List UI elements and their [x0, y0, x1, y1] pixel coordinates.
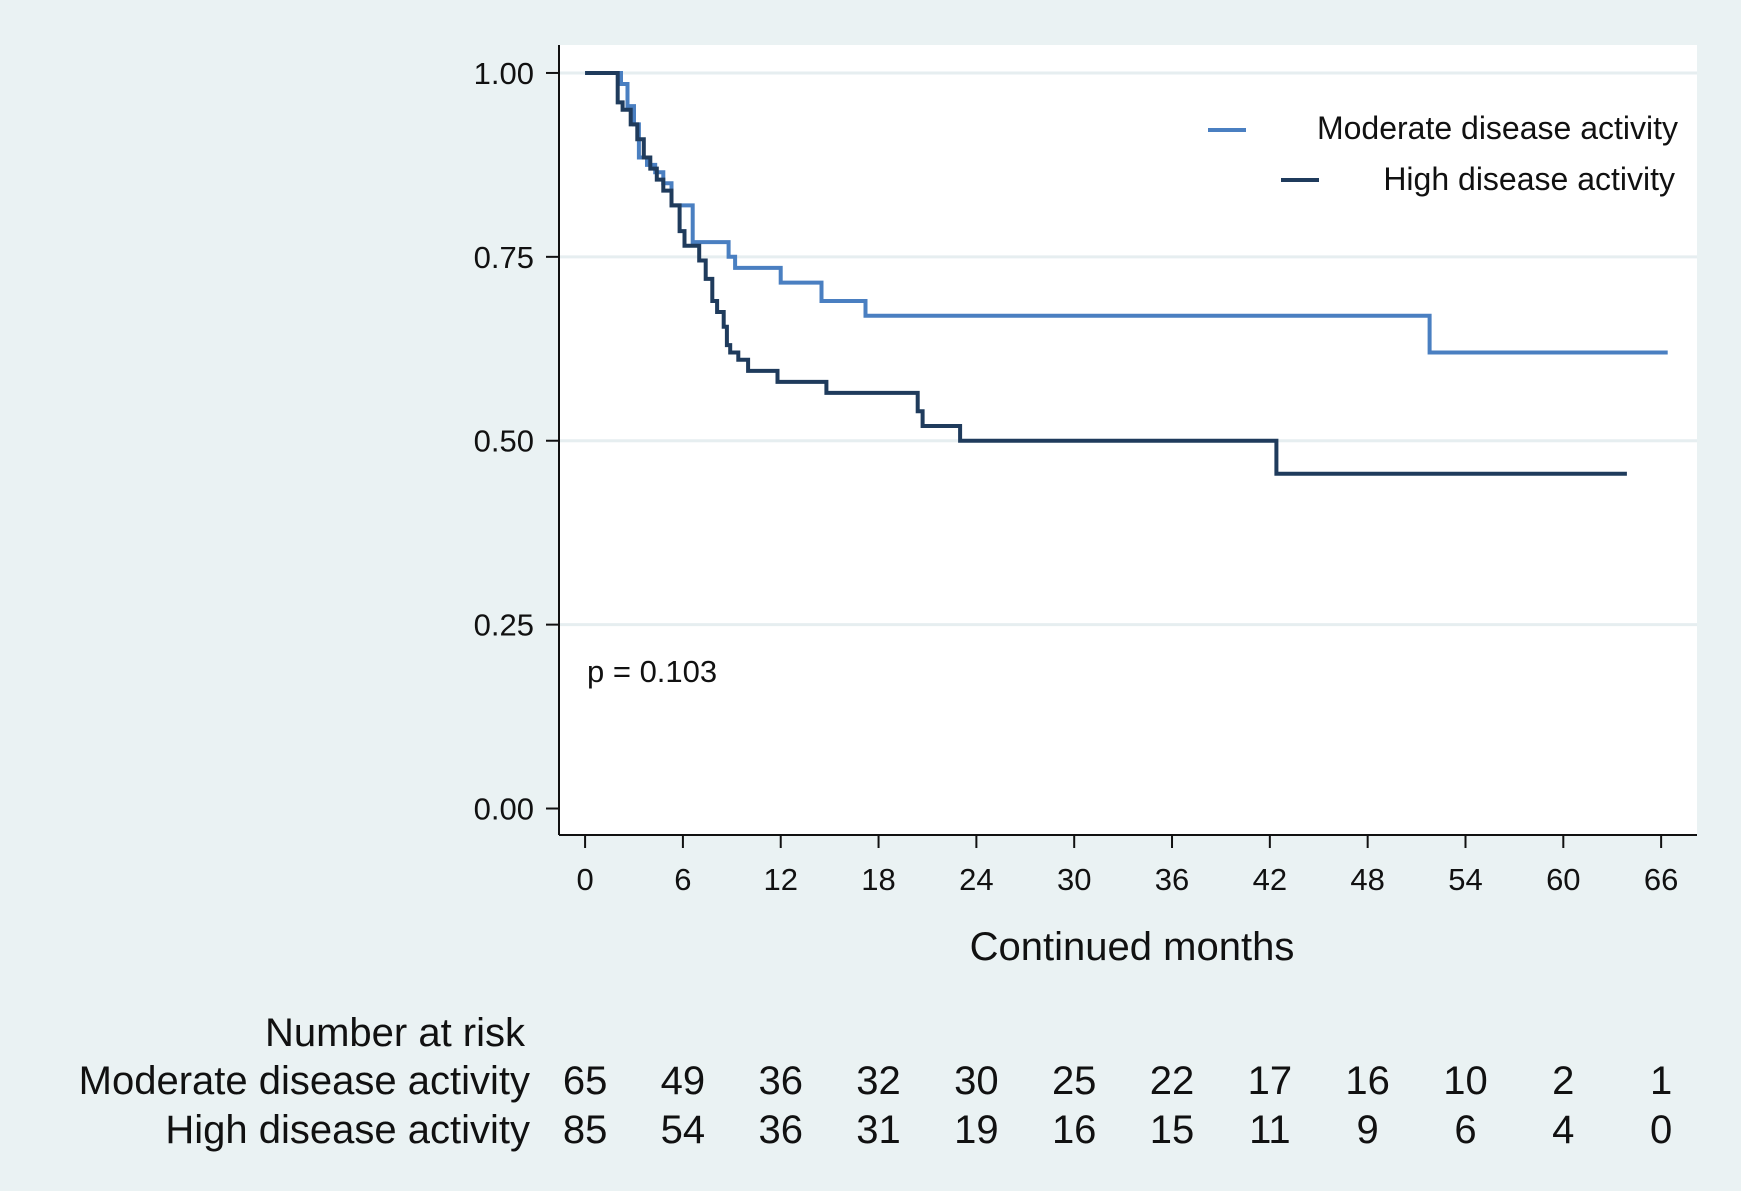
risk-table: Number at risk Moderate disease activity…	[79, 1011, 1673, 1152]
risk-row-label-high: High disease activity	[165, 1108, 530, 1152]
risk-table-title: Number at risk	[265, 1011, 526, 1055]
y-tick-label: 0.25	[474, 608, 534, 643]
x-tick-label: 6	[674, 862, 691, 897]
legend-label-moderate: Moderate disease activity	[1317, 110, 1678, 146]
risk-cell: 19	[954, 1108, 999, 1152]
risk-cell: 0	[1650, 1108, 1672, 1152]
risk-cell: 4	[1552, 1108, 1574, 1152]
y-ticks: 0.00 0.25 0.50 0.75 1.00	[474, 56, 559, 827]
risk-cell: 2	[1552, 1059, 1574, 1103]
x-tick-label: 48	[1350, 862, 1384, 897]
risk-cell: 32	[856, 1059, 901, 1103]
legend: Moderate disease activity High disease a…	[1208, 110, 1678, 197]
curve-high-disease-activity	[585, 71, 1627, 476]
risk-cell: 30	[954, 1059, 999, 1103]
x-tick-label: 42	[1253, 862, 1287, 897]
risk-row-label-moderate: Moderate disease activity	[79, 1059, 530, 1103]
y-tick-label: 0.50	[474, 424, 534, 459]
x-tick-label: 0	[576, 862, 593, 897]
y-tick-label: 0.75	[474, 240, 534, 275]
x-tick-label: 54	[1448, 862, 1482, 897]
risk-cell: 17	[1248, 1059, 1293, 1103]
x-tick-label: 24	[959, 862, 993, 897]
risk-cell: 16	[1345, 1059, 1390, 1103]
risk-cell: 31	[856, 1108, 901, 1152]
risk-cell: 22	[1150, 1059, 1195, 1103]
risk-cell: 49	[661, 1059, 706, 1103]
risk-cell: 10	[1443, 1059, 1488, 1103]
x-tick-label: 36	[1155, 862, 1189, 897]
risk-cell: 85	[563, 1108, 608, 1152]
risk-cell: 36	[758, 1108, 803, 1152]
risk-cells: 65 49 36 32 30 25 22 17 16 10 2 1 85 54 36 31 19 16 15 11 9 6…	[563, 1059, 1672, 1152]
risk-cell: 9	[1357, 1108, 1379, 1152]
x-tick-label: 18	[861, 862, 895, 897]
x-tick-label: 60	[1546, 862, 1580, 897]
x-ticks: 0 6 12 18 24 30 36 42 48 54 60 66	[576, 835, 1678, 897]
x-tick-label: 12	[763, 862, 797, 897]
p-value-annotation: p = 0.103	[587, 654, 717, 689]
risk-cell: 25	[1052, 1059, 1097, 1103]
gridlines	[559, 71, 1697, 627]
risk-cell: 16	[1052, 1108, 1097, 1152]
risk-cell: 36	[758, 1059, 803, 1103]
risk-cell: 15	[1150, 1108, 1195, 1152]
risk-cell: 6	[1454, 1108, 1476, 1152]
risk-cell: 54	[661, 1108, 706, 1152]
y-tick-label: 1.00	[474, 56, 534, 91]
survival-curves	[585, 71, 1668, 476]
x-axis-label: Continued months	[970, 925, 1295, 969]
risk-cell: 11	[1249, 1108, 1291, 1152]
x-tick-label: 66	[1644, 862, 1678, 897]
risk-cell: 1	[1650, 1059, 1672, 1103]
x-tick-label: 30	[1057, 862, 1091, 897]
risk-cell: 65	[563, 1059, 608, 1103]
legend-label-high: High disease activity	[1383, 161, 1675, 197]
y-tick-label: 0.00	[474, 792, 534, 827]
